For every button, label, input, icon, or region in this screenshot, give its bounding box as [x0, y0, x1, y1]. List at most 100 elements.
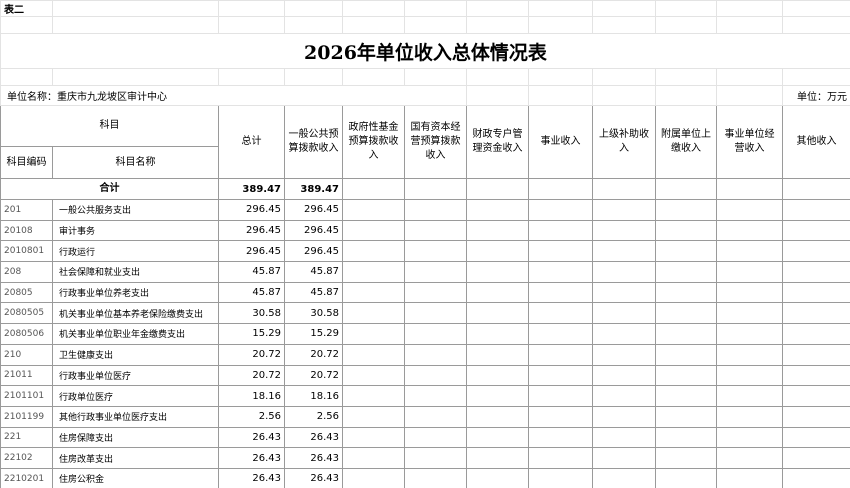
- cell: [655, 385, 717, 407]
- amount: 26.43: [218, 447, 285, 469]
- amount: 2.56: [218, 405, 285, 428]
- column-header: 上级补助收入: [592, 105, 656, 179]
- cell: [592, 385, 656, 407]
- cell: [655, 302, 717, 325]
- cell: [592, 467, 656, 488]
- cell: [782, 0, 850, 17]
- amount: 20.72: [218, 364, 285, 387]
- subject-code: 210: [0, 343, 53, 366]
- cell: [342, 405, 405, 428]
- cell: [782, 16, 850, 34]
- row: 表二: [0, 0, 850, 17]
- cell: [655, 426, 717, 449]
- column-header: 科目名称: [52, 146, 219, 179]
- cell: [466, 281, 529, 304]
- amount: 296.45: [218, 199, 285, 221]
- subject-code: 2101101: [0, 385, 53, 407]
- cell: [466, 199, 529, 221]
- subject-name: 机关事业单位基本养老保险缴费支出: [52, 302, 219, 325]
- cell: [404, 178, 467, 200]
- row: 201 一般公共服务支出 296.45 296.45: [0, 199, 850, 221]
- cell: [218, 0, 285, 17]
- cell: [404, 405, 467, 428]
- cell: [404, 467, 467, 488]
- cell: [284, 0, 343, 17]
- cell: [342, 447, 405, 469]
- cell: [466, 323, 529, 345]
- cell: [716, 385, 783, 407]
- row: 2101199 其他行政事业单位医疗支出 2.56 2.56: [0, 405, 850, 428]
- cell: [782, 240, 850, 263]
- amount: 18.16: [284, 385, 343, 407]
- cell: [466, 178, 529, 200]
- cell: [655, 281, 717, 304]
- cell: [52, 68, 219, 86]
- cell: [592, 0, 656, 17]
- subject-name: 住房保障支出: [52, 426, 219, 449]
- cell: [342, 0, 405, 17]
- cell: [342, 364, 405, 387]
- cell: [52, 0, 219, 17]
- cell: [528, 16, 593, 34]
- subject-name: 行政运行: [52, 240, 219, 263]
- cell: [716, 426, 783, 449]
- cell: [528, 68, 593, 86]
- row: 208 社会保障和就业支出 45.87 45.87: [0, 261, 850, 283]
- cell: [466, 426, 529, 449]
- cell: [528, 405, 593, 428]
- subject-code: 22102: [0, 447, 53, 469]
- cell: [655, 261, 717, 283]
- cell: [592, 302, 656, 325]
- amount: 26.43: [284, 426, 343, 449]
- cell: [655, 240, 717, 263]
- cell: [592, 219, 656, 242]
- cell: [716, 85, 783, 106]
- cell: [404, 261, 467, 283]
- row: 2080506 机关事业单位职业年金缴费支出 15.29 15.29: [0, 323, 850, 345]
- cell: [342, 199, 405, 221]
- cell: [655, 85, 717, 106]
- amount: 296.45: [218, 219, 285, 242]
- cell: [404, 281, 467, 304]
- cell: [592, 323, 656, 345]
- total-value: 389.47: [284, 178, 343, 200]
- subject-code: 221: [0, 426, 53, 449]
- cell: [716, 281, 783, 304]
- subject-name: 一般公共服务支出: [52, 199, 219, 221]
- cell: [284, 68, 343, 86]
- cell: [782, 385, 850, 407]
- amount: 15.29: [218, 323, 285, 345]
- cell: [655, 323, 717, 345]
- row: 22102 住房改革支出 26.43 26.43: [0, 447, 850, 469]
- amount: 26.43: [284, 467, 343, 488]
- cell: [466, 447, 529, 469]
- cell: [716, 219, 783, 242]
- cell: [404, 447, 467, 469]
- cell: [655, 364, 717, 387]
- subject-name: 行政单位医疗: [52, 385, 219, 407]
- column-header: 科目编码: [0, 146, 53, 179]
- subject-code: 21011: [0, 364, 53, 387]
- total-label: 合计: [0, 178, 219, 200]
- amount: 296.45: [284, 199, 343, 221]
- cell: [218, 16, 285, 34]
- cell: [528, 0, 593, 17]
- amount: 26.43: [218, 467, 285, 488]
- cell: [528, 240, 593, 263]
- cell: [466, 385, 529, 407]
- amount: 30.58: [284, 302, 343, 325]
- unit-name: 单位名称：重庆市九龙坡区审计中心: [0, 85, 467, 106]
- cell: [716, 0, 783, 17]
- cell: [782, 261, 850, 283]
- cell: [655, 199, 717, 221]
- cell: [404, 0, 467, 17]
- cell: [342, 426, 405, 449]
- cell: [466, 0, 529, 17]
- cell: [528, 302, 593, 325]
- cell: [342, 219, 405, 242]
- amount: 20.72: [284, 343, 343, 366]
- cell: [655, 343, 717, 366]
- cell: [528, 385, 593, 407]
- cell: [342, 385, 405, 407]
